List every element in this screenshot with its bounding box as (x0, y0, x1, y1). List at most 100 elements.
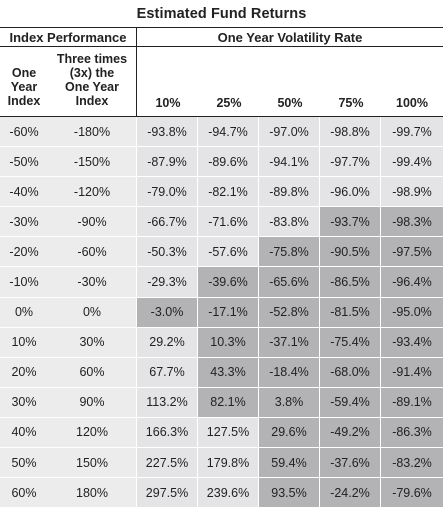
return-cell: -89.8% (258, 177, 319, 207)
index-cell: -60% (0, 117, 48, 147)
return-cell: -96.4% (380, 267, 443, 297)
column-header-index-3x-line: Three times (56, 52, 128, 66)
return-cell: -49.2% (319, 417, 380, 448)
index-3x-cell: 150% (48, 448, 136, 478)
index-3x-cell: -180% (48, 117, 136, 147)
table-row: 20% 60% 67.7% 43.3% -18.4% -68.0% -91.4% (0, 356, 443, 387)
return-cell: -37.1% (258, 327, 319, 357)
return-cell: -87.9% (136, 147, 197, 177)
return-cell: -39.6% (197, 267, 258, 297)
return-cell: -17.1% (197, 297, 258, 327)
return-cell: -75.4% (319, 327, 380, 357)
group-rule (0, 46, 443, 47)
index-3x-cell: 30% (48, 327, 136, 357)
return-cell: -98.9% (380, 177, 443, 207)
return-cell: -93.7% (319, 207, 380, 237)
return-cell: -96.0% (319, 177, 380, 207)
return-cell: 93.5% (258, 478, 319, 507)
table-row: 40% 120% 166.3% 127.5% 29.6% -49.2% -86.3% (0, 416, 443, 448)
return-cell: 59.4% (258, 448, 319, 478)
index-cell: -20% (0, 237, 48, 267)
column-header-index-3x-line: Index (75, 94, 109, 108)
return-cell: -90.5% (319, 237, 380, 267)
return-cell: -99.7% (380, 117, 443, 147)
return-cell: -93.4% (380, 327, 443, 357)
column-header-vol-100: 100% (396, 96, 428, 110)
return-cell: -59.4% (319, 387, 380, 417)
table-row: -20% -60% -50.3% -57.6% -75.8% -90.5% -97.5% (0, 236, 443, 267)
return-cell: -93.8% (136, 117, 197, 147)
group-header-volatility: One Year Volatility Rate (217, 30, 363, 45)
return-cell: -91.4% (380, 357, 443, 387)
index-3x-cell: 0% (48, 297, 136, 327)
return-cell: -79.6% (380, 478, 443, 507)
header-separator (136, 28, 137, 117)
index-3x-cell: -90% (48, 207, 136, 237)
return-cell: -52.8% (258, 297, 319, 327)
return-cell: 227.5% (136, 448, 197, 478)
return-cell: -98.8% (319, 117, 380, 147)
return-cell: -29.3% (136, 267, 197, 297)
return-cell: -18.4% (258, 357, 319, 387)
index-cell: -50% (0, 147, 48, 177)
column-header-index-3x: Three times (3x) the One Year Index (48, 52, 136, 108)
return-cell: 82.1% (197, 387, 258, 417)
table-row: 50% 150% 227.5% 179.8% 59.4% -37.6% -83.2% (0, 447, 443, 478)
index-cell: 60% (0, 478, 48, 507)
column-header-index-3x-line: One Year (65, 80, 119, 94)
return-cell: -86.5% (319, 267, 380, 297)
return-cell: -89.1% (380, 387, 443, 417)
return-cell: -98.3% (380, 207, 443, 237)
index-cell: -30% (0, 207, 48, 237)
table-row: 0% 0% -3.0% -17.1% -52.8% -81.5% -95.0% (0, 296, 443, 327)
table-body: -60% -180% -93.8% -94.7% -97.0% -98.8% -99.7% -… (0, 117, 443, 507)
table-row: -40% -120% -79.0% -82.1% -89.8% -96.0% -98.9% (0, 176, 443, 207)
index-cell: 10% (0, 327, 48, 357)
column-header-index-line: Index (7, 94, 41, 108)
column-header-vol-25: 25% (216, 96, 242, 110)
fund-returns-table: Estimated Fund Returns Index Performance… (0, 6, 443, 507)
return-cell: -75.8% (258, 237, 319, 267)
index-3x-cell: 180% (48, 478, 136, 507)
return-cell: 127.5% (197, 417, 258, 448)
index-cell: -10% (0, 267, 48, 297)
table-row: -60% -180% -93.8% -94.7% -97.0% -98.8% -99.7% (0, 117, 443, 147)
index-3x-cell: -150% (48, 147, 136, 177)
index-cell: 30% (0, 387, 48, 417)
return-cell: -86.3% (380, 417, 443, 448)
index-cell: -40% (0, 177, 48, 207)
index-cell: 0% (0, 297, 48, 327)
return-cell: -95.0% (380, 297, 443, 327)
return-cell: 239.6% (197, 478, 258, 507)
return-cell: 113.2% (136, 387, 197, 417)
index-cell: 20% (0, 357, 48, 387)
return-cell: 29.2% (136, 327, 197, 357)
return-cell: -94.7% (197, 117, 258, 147)
column-header-vol-50: 50% (277, 96, 303, 110)
index-3x-cell: 120% (48, 417, 136, 448)
index-cell: 50% (0, 448, 48, 478)
table-row: -10% -30% -29.3% -39.6% -65.6% -86.5% -96.4% (0, 266, 443, 297)
index-3x-cell: -120% (48, 177, 136, 207)
return-cell: -83.8% (258, 207, 319, 237)
return-cell: 10.3% (197, 327, 258, 357)
column-header-index-3x-line: (3x) the (69, 66, 115, 80)
return-cell: -89.6% (197, 147, 258, 177)
return-cell: -97.7% (319, 147, 380, 177)
return-cell: -97.5% (380, 237, 443, 267)
table-row: -50% -150% -87.9% -89.6% -94.1% -97.7% -99.4% (0, 146, 443, 177)
return-cell: -83.2% (380, 448, 443, 478)
table-title: Estimated Fund Returns (136, 6, 307, 22)
title-rule (0, 27, 443, 28)
return-cell: -81.5% (319, 297, 380, 327)
return-cell: -68.0% (319, 357, 380, 387)
group-header-index: Index Performance (9, 30, 127, 45)
return-cell: -99.4% (380, 147, 443, 177)
return-cell: -97.0% (258, 117, 319, 147)
column-header-vol-10: 10% (155, 96, 181, 110)
index-3x-cell: 90% (48, 387, 136, 417)
return-cell: -50.3% (136, 237, 197, 267)
return-cell: -79.0% (136, 177, 197, 207)
return-cell: 297.5% (136, 478, 197, 507)
return-cell: 29.6% (258, 417, 319, 448)
